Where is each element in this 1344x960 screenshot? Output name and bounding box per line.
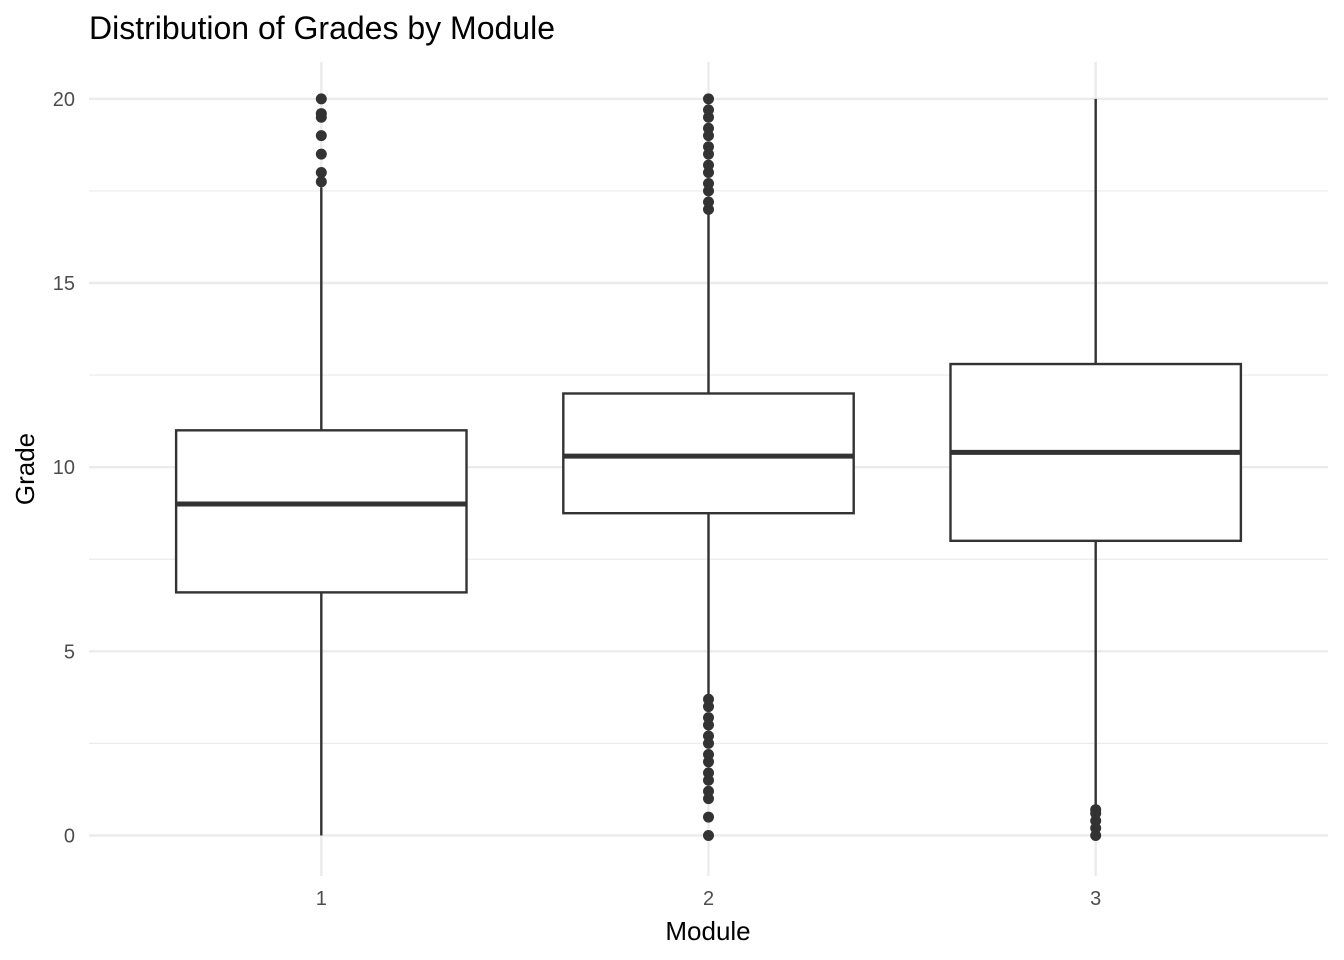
y-tick-label: 0 xyxy=(64,825,75,847)
x-axis-ticks: 1 2 3 xyxy=(316,888,1102,910)
x-axis-title: Module xyxy=(665,916,750,946)
outlier-point xyxy=(315,93,327,105)
outlier-point xyxy=(315,166,327,178)
outlier-point xyxy=(703,122,714,134)
chart-title: Distribution of Grades by Module xyxy=(89,10,555,46)
y-tick-label: 5 xyxy=(64,641,75,663)
iqr-box xyxy=(562,392,855,515)
outlier-point xyxy=(703,196,714,208)
outlier-point xyxy=(703,93,714,105)
y-tick-label: 20 xyxy=(53,89,75,111)
box-module-1 xyxy=(174,93,468,836)
outlier-point xyxy=(703,829,714,841)
outlier-point xyxy=(315,148,327,160)
outlier-point xyxy=(703,693,714,705)
box-module-2 xyxy=(562,93,855,841)
outlier-point xyxy=(703,159,714,171)
box-module-3 xyxy=(949,98,1243,841)
x-tick-label: 1 xyxy=(316,888,327,910)
outlier-point xyxy=(703,730,714,742)
outlier-point xyxy=(703,767,714,779)
outlier-point xyxy=(703,141,714,153)
x-tick-label: 3 xyxy=(1090,888,1101,910)
outlier-point xyxy=(315,108,327,120)
outlier-point xyxy=(703,811,714,823)
outlier-point xyxy=(315,130,327,142)
outlier-point xyxy=(315,176,327,188)
x-tick-label: 2 xyxy=(703,888,714,910)
outlier-point xyxy=(703,104,714,116)
y-tick-label: 10 xyxy=(53,457,75,479)
outlier-point xyxy=(703,748,714,760)
y-tick-label: 15 xyxy=(53,273,75,295)
box-layer xyxy=(174,93,1243,841)
outlier-point xyxy=(703,785,714,797)
outlier-point xyxy=(703,712,714,724)
y-axis-ticks: 0 5 10 15 20 xyxy=(53,89,75,848)
outlier-point xyxy=(1090,804,1102,816)
y-axis-title: Grade xyxy=(10,433,40,505)
iqr-box xyxy=(174,429,468,594)
outlier-point xyxy=(703,178,714,190)
